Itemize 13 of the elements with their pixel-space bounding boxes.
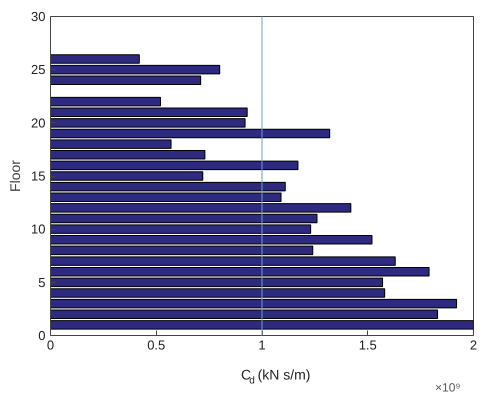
- y-tick-label: 30: [31, 9, 46, 24]
- y-tick-label: 0: [38, 328, 46, 343]
- y-tick-label: 15: [31, 168, 46, 184]
- x-tick-label: 2: [470, 338, 478, 352]
- x-tick-label: 0.5: [147, 338, 166, 352]
- y-tick-label: 20: [31, 115, 46, 130]
- y-tick-label: 10: [31, 222, 46, 237]
- y-tick-label: 25: [31, 62, 46, 78]
- text: ×10⁹: [435, 380, 461, 394]
- y-tick-label: 5: [38, 274, 46, 290]
- x-tick-label: 1: [258, 338, 266, 352]
- x-tick-label: 1.5: [358, 338, 377, 352]
- y-axis-title: Floor: [7, 160, 24, 192]
